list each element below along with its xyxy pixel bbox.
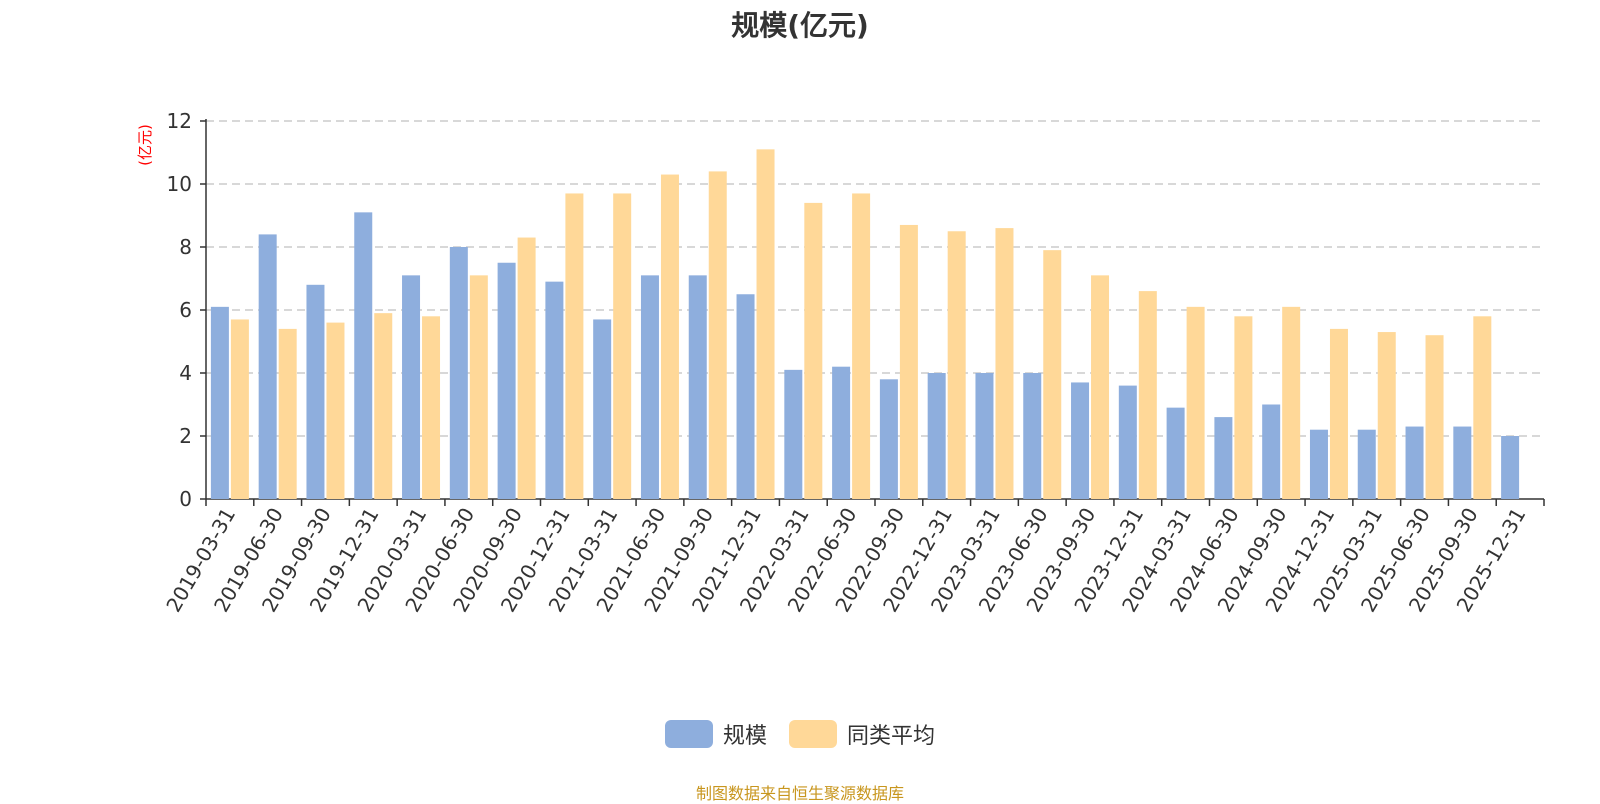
bar-series-1-2025-06-30 <box>1405 426 1424 499</box>
bar-series-2-2020-09-30 <box>517 237 536 500</box>
bar-series-2-2024-06-30 <box>1234 316 1253 499</box>
y-tick-label: 2 <box>179 424 192 448</box>
bar-series-1-2025-03-31 <box>1357 429 1376 499</box>
legend-label-series-1: 规模 <box>722 724 767 749</box>
bar-series-2-2023-03-31 <box>995 228 1014 499</box>
bar-series-2-2019-12-31 <box>374 313 393 499</box>
bar-series-1-2023-12-31 <box>1118 385 1137 499</box>
y-axis-label: (亿元) <box>136 124 154 166</box>
y-tick-label: 8 <box>179 235 192 259</box>
bar-series-1-2024-03-31 <box>1166 407 1185 499</box>
bar-series-2-2025-03-31 <box>1377 332 1396 499</box>
bar-series-1-2022-03-31 <box>784 369 803 499</box>
bar-series-2-2022-09-30 <box>899 224 918 499</box>
bar-series-2-2021-09-30 <box>708 171 727 499</box>
bar-series-1-2023-09-30 <box>1071 382 1090 499</box>
y-tick-label: 0 <box>179 487 192 511</box>
bar-series-2-2023-06-30 <box>1043 250 1062 499</box>
bar-series-2-2025-06-30 <box>1425 335 1444 499</box>
source-note: 制图数据来自恒生聚源数据库 <box>695 784 904 803</box>
bar-series-2-2020-06-30 <box>469 275 488 499</box>
y-tick-label: 4 <box>179 361 192 385</box>
bar-series-2-2022-06-30 <box>852 193 871 499</box>
bar-series-1-2019-03-31 <box>210 306 229 499</box>
bar-series-1-2021-09-30 <box>688 275 707 499</box>
bar-series-1-2024-06-30 <box>1214 417 1233 499</box>
bar-series-2-2021-03-31 <box>613 193 632 499</box>
legend-swatch-series-1 <box>664 720 713 748</box>
bar-series-1-2020-03-31 <box>402 275 421 499</box>
bar-series-2-2022-03-31 <box>804 202 823 499</box>
bar-series-2-2021-12-31 <box>756 149 775 499</box>
legend-swatch-series-2 <box>789 720 837 748</box>
bar-series-2-2023-12-31 <box>1138 291 1157 499</box>
bar-series-2-2025-09-30 <box>1473 316 1492 499</box>
bar-series-1-2023-06-30 <box>1023 373 1042 499</box>
bar-series-2-2024-09-30 <box>1282 306 1301 499</box>
legend-label-series-2: 同类平均 <box>847 724 936 749</box>
bar-series-1-2022-12-31 <box>927 373 946 499</box>
chart-title: 规模(亿元) <box>731 9 869 42</box>
bar-series-1-2020-06-30 <box>449 247 468 499</box>
y-tick-label: 10 <box>167 172 192 196</box>
bar-series-1-2021-12-31 <box>736 294 755 499</box>
bar-series-1-2022-09-30 <box>879 379 898 499</box>
bar-series-2-2021-06-30 <box>660 174 679 500</box>
bar-series-2-2019-09-30 <box>326 322 345 499</box>
bar-series-1-2021-03-31 <box>593 319 612 499</box>
bar-series-1-2021-06-30 <box>640 275 659 499</box>
bar-series-2-2020-03-31 <box>422 316 441 499</box>
bar-series-2-2024-03-31 <box>1186 306 1205 499</box>
y-tick-label: 6 <box>179 298 192 322</box>
legend-item-series-1[interactable]: 规模 <box>664 718 767 750</box>
legend: 规模 同类平均 <box>0 718 1600 750</box>
bar-series-2-2019-03-31 <box>230 319 249 499</box>
bar-series-2-2020-12-31 <box>565 193 584 499</box>
bar-series-1-2020-12-31 <box>545 281 564 499</box>
bar-series-1-2020-09-30 <box>497 262 516 499</box>
bar-series-1-2023-03-31 <box>975 373 994 499</box>
bar-series-2-2022-12-31 <box>947 231 966 499</box>
y-tick-label: 12 <box>167 109 192 133</box>
bar-series-1-2019-09-30 <box>306 284 325 499</box>
bar-series-2-2019-06-30 <box>278 328 297 499</box>
bar-series-1-2024-09-30 <box>1262 404 1281 499</box>
bar-series-1-2024-12-31 <box>1309 429 1328 499</box>
bar-series-1-2025-12-31 <box>1501 436 1520 499</box>
bar-series-1-2019-06-30 <box>258 234 277 499</box>
bar-series-1-2025-09-30 <box>1453 426 1472 499</box>
legend-item-series-2[interactable]: 同类平均 <box>789 718 935 750</box>
bar-series-1-2019-12-31 <box>354 212 373 499</box>
bar-series-2-2023-09-30 <box>1091 275 1110 499</box>
bar-series-1-2022-06-30 <box>832 366 851 499</box>
bar-series-2-2024-12-31 <box>1329 328 1348 499</box>
